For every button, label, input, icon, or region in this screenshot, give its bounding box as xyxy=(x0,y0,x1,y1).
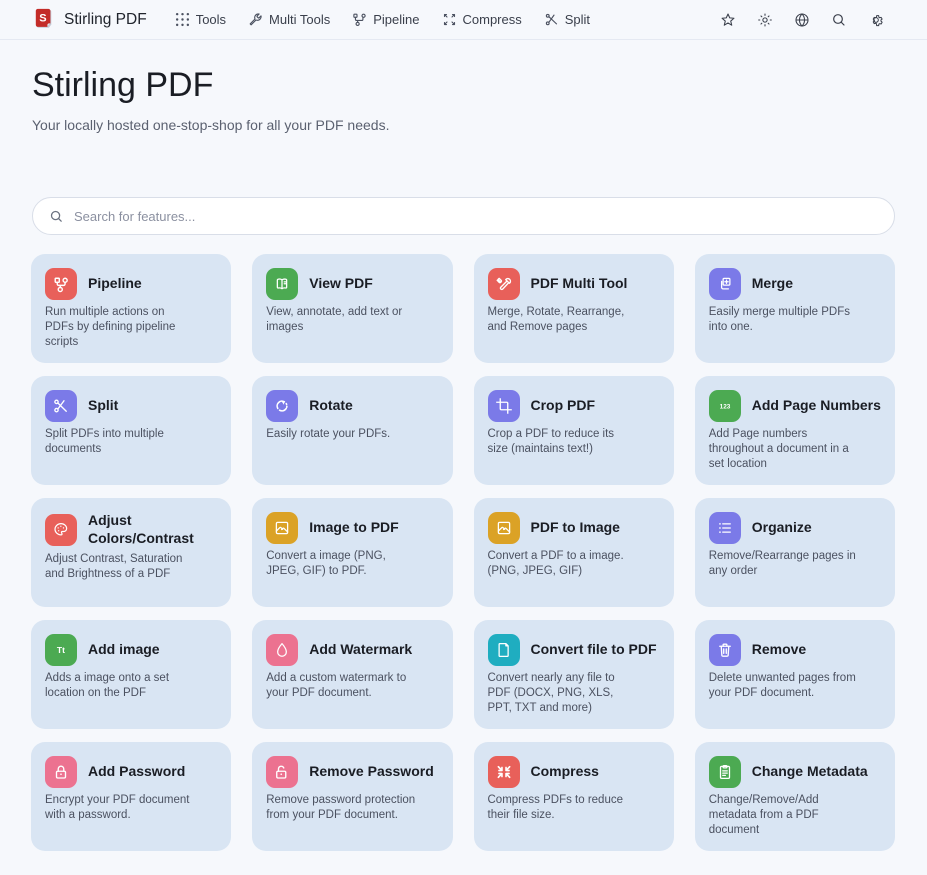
svg-text:Tt: Tt xyxy=(57,645,65,655)
svg-text:123: 123 xyxy=(719,403,730,410)
svg-text:S: S xyxy=(39,12,46,24)
